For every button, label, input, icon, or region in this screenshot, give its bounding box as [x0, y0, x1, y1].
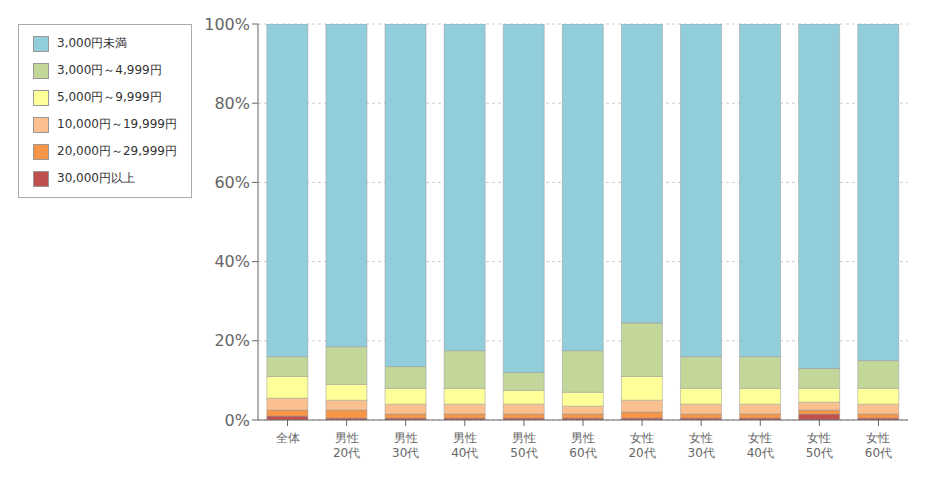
svg-text:男性60代: 男性60代: [569, 431, 596, 460]
svg-text:全体: 全体: [276, 431, 300, 445]
html-text:5,000円～9,999円: 5,000円～9,999円: [57, 90, 162, 104]
html-text:20,000円～29,999円: 20,000円～29,999円: [57, 144, 177, 158]
svg-text:0%: 0%: [225, 411, 250, 430]
svg-text:女性30代: 女性30代: [688, 431, 715, 460]
html-text:10,000円～19,999円: 10,000円～19,999円: [57, 117, 177, 131]
svg-text:100%: 100%: [204, 15, 250, 34]
svg-text:女性40代: 女性40代: [747, 431, 774, 460]
svg-text:40%: 40%: [214, 252, 250, 271]
svg-text:男性30代: 男性30代: [392, 431, 419, 460]
svg-text:80%: 80%: [214, 94, 250, 113]
html-text:3,000円未満: 3,000円未満: [57, 36, 128, 50]
svg-text:女性60代: 女性60代: [865, 431, 892, 460]
svg-text:女性50代: 女性50代: [806, 431, 833, 460]
svg-text:女性20代: 女性20代: [628, 431, 655, 460]
html-text:30,000円以上: 30,000円以上: [57, 171, 135, 185]
html-text:3,000円～4,999円: 3,000円～4,999円: [57, 63, 162, 77]
svg-text:20%: 20%: [214, 331, 250, 350]
svg-text:60%: 60%: [214, 173, 250, 192]
svg-text:男性40代: 男性40代: [451, 431, 478, 460]
svg-text:男性50代: 男性50代: [510, 431, 537, 460]
svg-text:男性20代: 男性20代: [333, 431, 360, 460]
